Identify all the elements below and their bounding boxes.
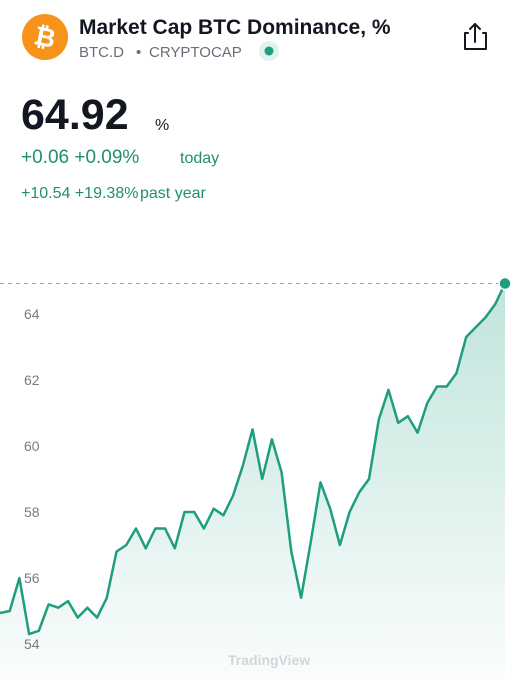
price: 64.92 (21, 91, 129, 139)
price-unit: % (155, 117, 169, 134)
year-label: past year (140, 185, 206, 202)
y-tick-label: 54 (24, 636, 40, 652)
coin-logo (22, 14, 68, 60)
status-dot (264, 46, 274, 56)
change-today: +0.06 +0.09% (21, 147, 139, 168)
exchange: CRYPTOCAP (149, 44, 242, 61)
last-point (498, 276, 512, 291)
y-tick-label: 56 (24, 570, 40, 586)
y-tick-label: 62 (24, 372, 40, 388)
title: Market Cap BTC Dominance, % (79, 16, 391, 39)
symbol: BTC.D (79, 44, 124, 61)
today-label: today (180, 150, 219, 167)
change-year: +10.54 +19.38% (21, 185, 138, 202)
y-tick-label: 64 (24, 306, 40, 322)
y-tick-label: 58 (24, 504, 40, 520)
y-tick-label: 60 (24, 438, 40, 454)
price-line (0, 282, 507, 636)
area-fill (0, 283, 505, 680)
separator: • (136, 44, 141, 61)
share-button[interactable] (464, 23, 487, 50)
